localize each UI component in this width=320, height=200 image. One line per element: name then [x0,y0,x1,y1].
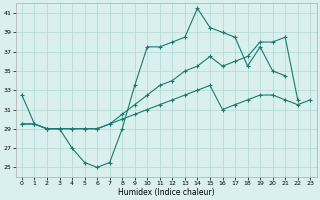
X-axis label: Humidex (Indice chaleur): Humidex (Indice chaleur) [118,188,214,197]
